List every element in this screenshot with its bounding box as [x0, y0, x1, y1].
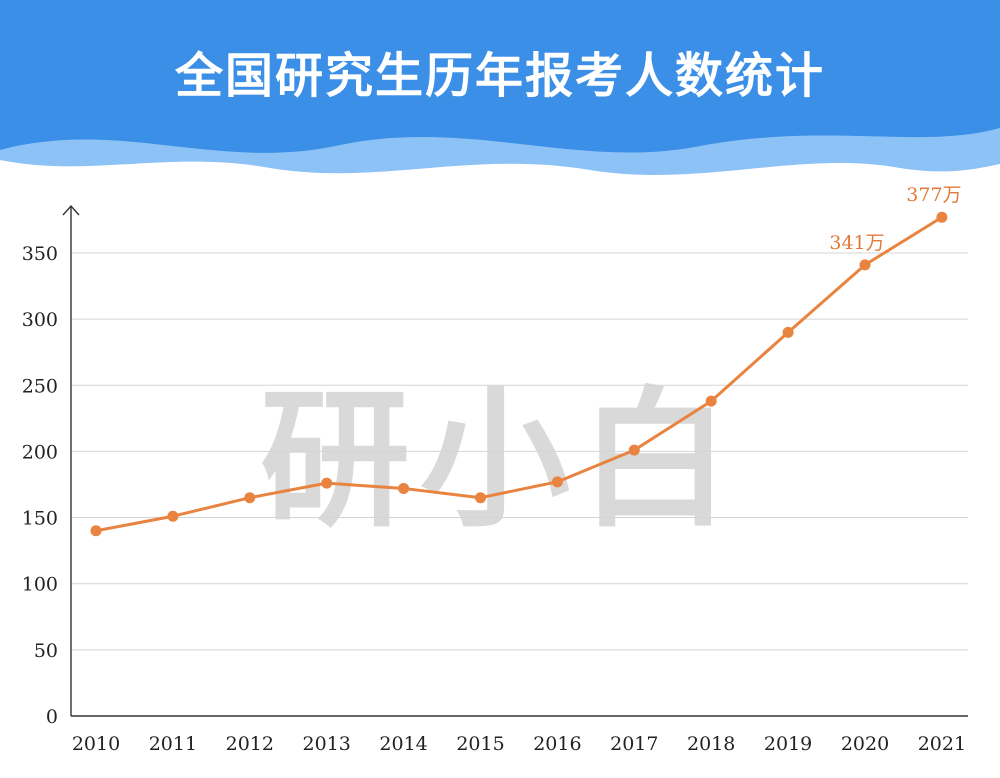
x-tick-2013: 2013 [303, 733, 351, 755]
grid-lines [71, 252, 968, 651]
data-point-2020 [859, 259, 871, 271]
x-tick-2015: 2015 [456, 733, 504, 755]
header-wave-white [0, 160, 1000, 200]
y-axis-arrow [62, 204, 80, 216]
data-point-2012 [244, 492, 256, 504]
x-tick-labels: 2010 2011 2012 2013 2014 2015 2016 2017 2018 2019… [72, 733, 966, 755]
chart-title: 全国研究生历年报考人数统计 [174, 48, 825, 104]
data-label-2021: 377万 [906, 184, 961, 206]
data-point-2017 [628, 444, 640, 456]
x-tick-2016: 2016 [533, 733, 581, 755]
data-point-2010 [90, 525, 102, 537]
data-point-2014 [398, 482, 410, 494]
x-tick-2018: 2018 [687, 733, 735, 755]
y-tick-250: 250 [22, 375, 58, 397]
x-tick-2014: 2014 [379, 733, 427, 755]
watermark-logo: 研小白 [260, 374, 740, 548]
y-tick-0: 0 [46, 706, 58, 728]
x-tick-2010: 2010 [72, 733, 120, 755]
series-line [95, 215, 943, 533]
y-tick-300: 300 [22, 309, 58, 331]
y-tick-50: 50 [34, 640, 58, 662]
x-tick-2020: 2020 [841, 733, 889, 755]
x-tick-2017: 2017 [610, 733, 658, 755]
data-point-2016 [551, 476, 563, 488]
axes [62, 204, 968, 717]
y-tick-labels: 0 50 100 150 200 250 300 350 [22, 243, 58, 728]
data-point-2011 [167, 510, 179, 522]
y-tick-100: 100 [22, 574, 58, 596]
x-tick-2012: 2012 [226, 733, 274, 755]
data-point-2019 [782, 326, 794, 338]
x-tick-2019: 2019 [764, 733, 812, 755]
y-tick-200: 200 [22, 441, 58, 463]
series-line-group [90, 211, 948, 537]
x-tick-2021: 2021 [918, 733, 966, 755]
y-tick-350: 350 [22, 243, 58, 265]
data-point-2013 [321, 477, 333, 489]
data-label-2020: 341万 [829, 232, 884, 254]
data-point-2021 [936, 211, 948, 223]
y-tick-150: 150 [22, 508, 58, 530]
data-point-2015 [475, 492, 486, 504]
data-point-2018 [705, 395, 717, 407]
x-tick-2011: 2011 [149, 733, 197, 755]
data-label-group: 341万 377万 [829, 184, 961, 254]
